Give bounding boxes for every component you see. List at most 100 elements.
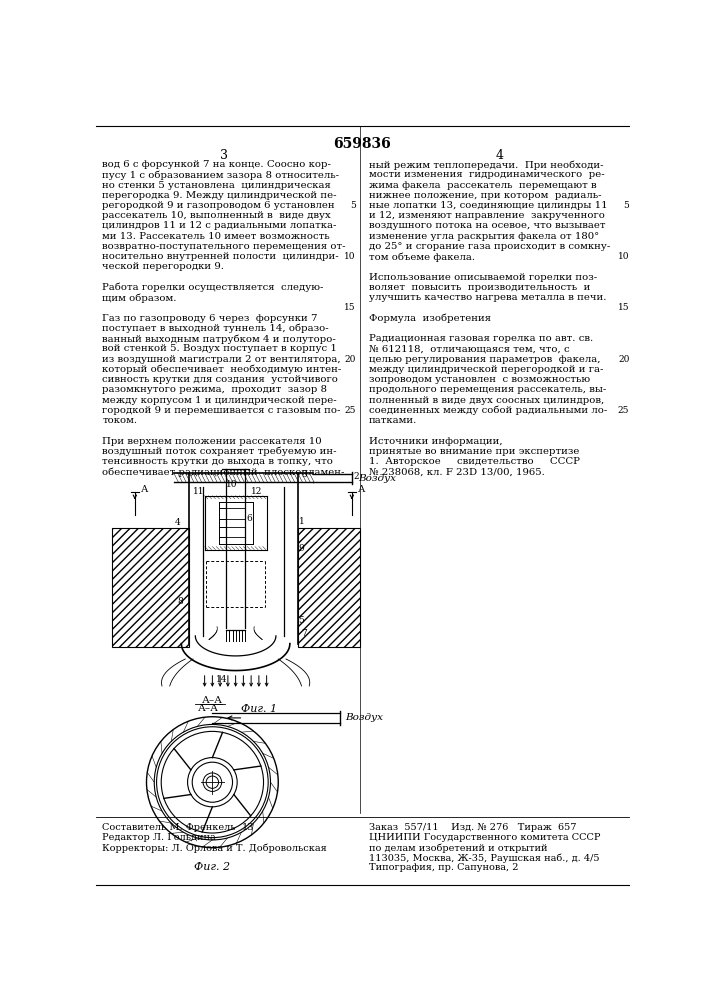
Text: 25: 25 bbox=[618, 406, 629, 415]
Text: А: А bbox=[141, 485, 148, 494]
Text: Корректоры: Л. Орлова и Т. Добровольская: Корректоры: Л. Орлова и Т. Добровольская bbox=[103, 843, 327, 853]
Text: вод 6 с форсункой 7 на конце. Соосно кор-: вод 6 с форсункой 7 на конце. Соосно кор… bbox=[103, 160, 331, 169]
Text: ЦНИИПИ Государственного комитета СССР: ЦНИИПИ Государственного комитета СССР bbox=[369, 833, 600, 842]
Bar bbox=[112, 528, 189, 647]
Text: зопроводом установлен  с возможностью: зопроводом установлен с возможностью bbox=[369, 375, 590, 384]
Circle shape bbox=[203, 773, 222, 791]
Text: городкой 9 и перемешивается с газовым по-: городкой 9 и перемешивается с газовым по… bbox=[103, 406, 341, 415]
Text: 14: 14 bbox=[216, 675, 228, 684]
Text: 6: 6 bbox=[247, 514, 252, 523]
Text: изменение угла раскрытия факела от 180°: изменение угла раскрытия факела от 180° bbox=[369, 232, 599, 241]
Text: 659836: 659836 bbox=[333, 137, 391, 151]
Text: Газ по газопроводу 6 через  форсунки 7: Газ по газопроводу 6 через форсунки 7 bbox=[103, 314, 318, 323]
Text: улучшить качество нагрева металла в печи.: улучшить качество нагрева металла в печи… bbox=[369, 293, 607, 302]
Text: 5: 5 bbox=[350, 201, 356, 210]
Text: Воздух: Воздух bbox=[358, 474, 396, 483]
Text: 15: 15 bbox=[618, 303, 629, 312]
Circle shape bbox=[187, 758, 237, 807]
Text: Работа горелки осуществляется  следую-: Работа горелки осуществляется следую- bbox=[103, 283, 324, 292]
Text: Типография, пр. Сапунова, 2: Типография, пр. Сапунова, 2 bbox=[369, 863, 518, 872]
Text: А: А bbox=[358, 485, 366, 494]
Circle shape bbox=[154, 724, 271, 840]
Text: № 612118,  отличающаяся тем, что, с: № 612118, отличающаяся тем, что, с bbox=[369, 344, 570, 353]
Text: регородкой 9 и газопроводом 6 установлен: регородкой 9 и газопроводом 6 установлен bbox=[103, 201, 335, 210]
Text: воздушного потока на осевое, что вызывает: воздушного потока на осевое, что вызывае… bbox=[369, 221, 605, 230]
Text: Заказ  557/11    Изд. № 276   Тираж  657: Заказ 557/11 Изд. № 276 Тираж 657 bbox=[369, 823, 576, 832]
Text: носительно внутренней полости  цилиндри-: носительно внутренней полости цилиндри- bbox=[103, 252, 339, 261]
Text: Фиг. 2: Фиг. 2 bbox=[194, 862, 230, 872]
Text: 12: 12 bbox=[251, 487, 262, 496]
Text: который обеспечивает  необходимую интен-: который обеспечивает необходимую интен- bbox=[103, 365, 341, 374]
Circle shape bbox=[146, 717, 279, 848]
Text: разомкнутого режима,  проходит  зазор 8: разомкнутого режима, проходит зазор 8 bbox=[103, 385, 327, 394]
Text: Радиационная газовая горелка по авт. св.: Радиационная газовая горелка по авт. св. bbox=[369, 334, 593, 343]
Text: 15: 15 bbox=[344, 303, 356, 312]
Circle shape bbox=[156, 727, 268, 838]
Text: 3: 3 bbox=[220, 149, 228, 162]
Text: сивность крутки для создания  устойчивого: сивность крутки для создания устойчивого bbox=[103, 375, 338, 384]
Text: 4: 4 bbox=[495, 149, 503, 162]
Text: мости изменения  гидродинамического  ре-: мости изменения гидродинамического ре- bbox=[369, 170, 604, 179]
Text: между цилиндрической перегородкой и га-: между цилиндрической перегородкой и га- bbox=[369, 365, 603, 374]
Text: между корпусом 1 и цилиндрической пере-: между корпусом 1 и цилиндрической пере- bbox=[103, 396, 337, 405]
Text: поступает в выходной туннель 14, образо-: поступает в выходной туннель 14, образо- bbox=[103, 324, 329, 333]
Text: вой стенкой 5. Воздух поступает в корпус 1: вой стенкой 5. Воздух поступает в корпус… bbox=[103, 344, 337, 353]
Text: воздушный поток сохраняет требуемую ин-: воздушный поток сохраняет требуемую ин- bbox=[103, 447, 337, 456]
Text: воляет  повысить  производительность  и: воляет повысить производительность и bbox=[369, 283, 590, 292]
Text: том объеме факела.: том объеме факела. bbox=[369, 252, 475, 262]
Text: принятые во внимание при экспертизе: принятые во внимание при экспертизе bbox=[369, 447, 579, 456]
Text: 1: 1 bbox=[298, 517, 305, 526]
Text: 5: 5 bbox=[298, 616, 305, 625]
Text: 1.  Авторское     свидетельство     СССР: 1. Авторское свидетельство СССР bbox=[369, 457, 580, 466]
Text: 20: 20 bbox=[344, 355, 356, 364]
Text: 5: 5 bbox=[624, 201, 629, 210]
Text: При верхнем положении рассекателя 10: При верхнем положении рассекателя 10 bbox=[103, 437, 322, 446]
Text: 2: 2 bbox=[353, 472, 358, 481]
Text: жима факела  рассекатель  перемещают в: жима факела рассекатель перемещают в bbox=[369, 181, 597, 190]
Text: перегородка 9. Между цилиндрической пе-: перегородка 9. Между цилиндрической пе- bbox=[103, 191, 337, 200]
Text: 113035, Москва, Ж-35, Раушская наб., д. 4/5: 113035, Москва, Ж-35, Раушская наб., д. … bbox=[369, 853, 600, 863]
Text: 10: 10 bbox=[344, 252, 356, 261]
Text: 13: 13 bbox=[242, 823, 255, 832]
Text: А–А: А–А bbox=[198, 704, 219, 713]
Text: патками.: патками. bbox=[369, 416, 417, 425]
Text: по делам изобретений и открытий: по делам изобретений и открытий bbox=[369, 843, 547, 853]
Text: током.: током. bbox=[103, 416, 137, 425]
Text: пусу 1 с образованием зазора 8 относитель-: пусу 1 с образованием зазора 8 относител… bbox=[103, 170, 339, 180]
Text: но стенки 5 установлена  цилиндрическая: но стенки 5 установлена цилиндрическая bbox=[103, 181, 331, 190]
Text: ные лопатки 13, соединяющие цилиндры 11: ные лопатки 13, соединяющие цилиндры 11 bbox=[369, 201, 607, 210]
Text: Воздух: Воздух bbox=[345, 713, 383, 722]
Text: Редактор Л. Гольдина: Редактор Л. Гольдина bbox=[103, 833, 216, 842]
Text: 10: 10 bbox=[226, 480, 238, 489]
Text: 9: 9 bbox=[298, 544, 305, 553]
Text: 4: 4 bbox=[175, 518, 180, 527]
Text: тенсивность крутки до выхода в топку, что: тенсивность крутки до выхода в топку, чт… bbox=[103, 457, 333, 466]
Text: 8: 8 bbox=[177, 597, 182, 606]
Text: до 25° и сгорание газа происходит в сомкну-: до 25° и сгорание газа происходит в сомк… bbox=[369, 242, 610, 251]
Text: Источники информации,: Источники информации, bbox=[369, 437, 503, 446]
Bar bbox=[298, 528, 360, 647]
Text: 25: 25 bbox=[344, 406, 356, 415]
Text: 20: 20 bbox=[618, 355, 629, 364]
Text: возвратно-поступательного перемещения от-: возвратно-поступательного перемещения от… bbox=[103, 242, 346, 251]
Text: А–А: А–А bbox=[202, 696, 223, 705]
Text: рассекатель 10, выполненный в  виде двух: рассекатель 10, выполненный в виде двух bbox=[103, 211, 331, 220]
Text: и 12, изменяют направление  закрученного: и 12, изменяют направление закрученного bbox=[369, 211, 604, 220]
Text: Формула  изобретения: Формула изобретения bbox=[369, 314, 491, 323]
Text: 3: 3 bbox=[301, 470, 307, 479]
Circle shape bbox=[161, 731, 264, 833]
Text: 7: 7 bbox=[301, 629, 307, 638]
Text: обеспечивает радиационный  плоскопламен-: обеспечивает радиационный плоскопламен- bbox=[103, 467, 345, 477]
Text: из воздушной магистрали 2 от вентилятора,: из воздушной магистрали 2 от вентилятора… bbox=[103, 355, 341, 364]
Text: целью регулирования параметров  факела,: целью регулирования параметров факела, bbox=[369, 355, 600, 364]
Text: полненный в виде двух соосных цилиндров,: полненный в виде двух соосных цилиндров, bbox=[369, 396, 604, 405]
Text: нижнее положение, при котором  радиаль-: нижнее положение, при котором радиаль- bbox=[369, 191, 602, 200]
Text: ческой перегородки 9.: ческой перегородки 9. bbox=[103, 262, 224, 271]
Text: 10: 10 bbox=[618, 252, 629, 261]
Text: ный режим теплопередачи.  При необходи-: ный режим теплопередачи. При необходи- bbox=[369, 160, 604, 170]
Text: продольного перемещения рассекатель, вы-: продольного перемещения рассекатель, вы- bbox=[369, 385, 606, 394]
Text: ми 13. Рассекатель 10 имеет возможность: ми 13. Рассекатель 10 имеет возможность bbox=[103, 232, 330, 241]
Text: цилиндров 11 и 12 с радиальными лопатка-: цилиндров 11 и 12 с радиальными лопатка- bbox=[103, 221, 337, 230]
Text: соединенных между собой радиальными ло-: соединенных между собой радиальными ло- bbox=[369, 406, 607, 415]
Text: Составитель М. Френкель: Составитель М. Френкель bbox=[103, 823, 236, 832]
